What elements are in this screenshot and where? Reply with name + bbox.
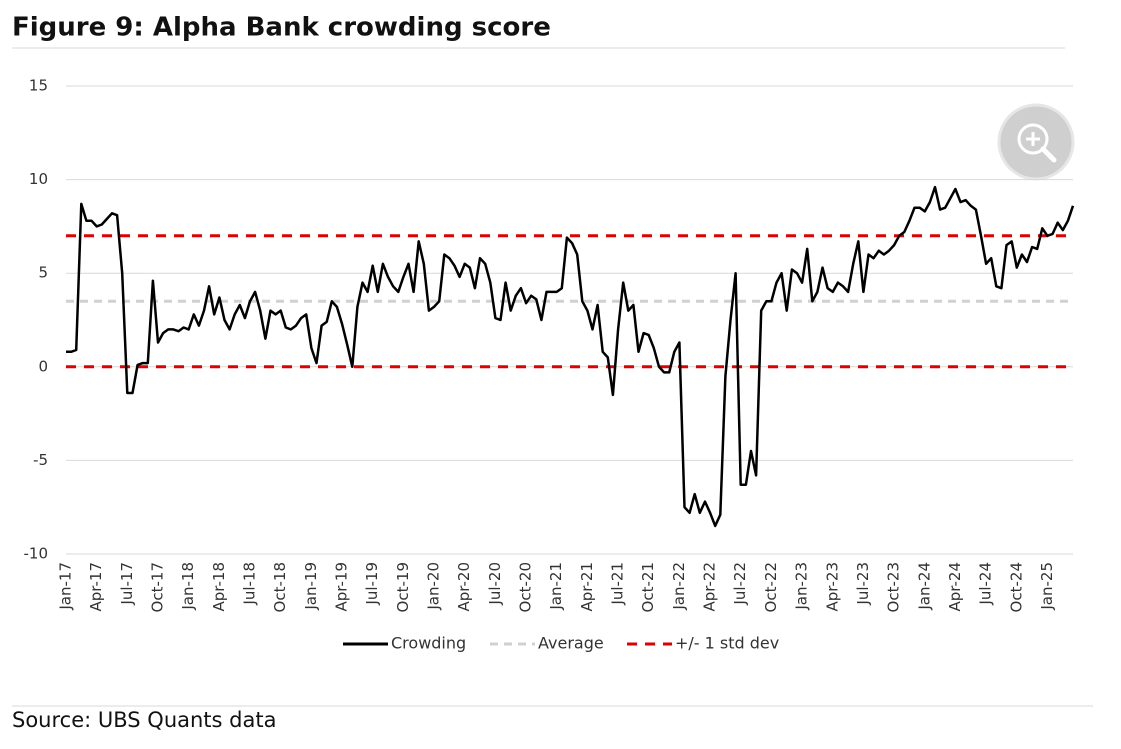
- x-tick-label: Oct-24: [1007, 562, 1025, 612]
- x-tick-label: Oct-23: [885, 562, 903, 612]
- x-tick-label: Apr-19: [333, 562, 351, 612]
- x-tick-label: Jan-20: [425, 562, 443, 611]
- x-tick-label: Jan-17: [57, 562, 75, 611]
- x-tick-label: Jan-19: [302, 562, 320, 611]
- zoom-handle: [1040, 146, 1057, 163]
- y-tick-label: 10: [29, 170, 48, 188]
- x-tick-label: Oct-17: [149, 562, 167, 612]
- x-tick-label: Jan-25: [1038, 562, 1056, 611]
- zoom-button[interactable]: [997, 103, 1075, 181]
- x-tick-label: Jan-22: [670, 562, 688, 611]
- x-tick-label: Jul-21: [609, 562, 627, 606]
- chart-title: Figure 9: Alpha Bank crowding score: [12, 13, 551, 43]
- x-tick-label: Apr-22: [701, 562, 719, 612]
- x-tick-label: Apr-23: [823, 562, 841, 612]
- x-tick-label: Oct-22: [762, 562, 780, 612]
- x-tick-label: Jul-18: [241, 562, 259, 606]
- legend-label: Crowding: [391, 634, 466, 653]
- x-tick-label: Apr-18: [210, 562, 228, 612]
- x-tick-label: Apr-21: [578, 562, 596, 612]
- y-tick-label: 5: [38, 264, 48, 282]
- x-tick-label: Oct-21: [639, 562, 657, 612]
- zoom-lens: [1017, 123, 1049, 155]
- x-tick-label: Jul-19: [363, 562, 381, 606]
- x-tick-label: Jan-23: [793, 562, 811, 611]
- x-tick-label: Jul-20: [486, 562, 504, 606]
- x-tick-label: Jul-24: [977, 562, 995, 606]
- y-tick-label: -5: [33, 451, 48, 469]
- legend-label: Average: [538, 634, 604, 653]
- x-tick-label: Oct-19: [394, 562, 412, 612]
- data-line: [66, 185, 1075, 528]
- x-tick-label: Jan-18: [179, 562, 197, 611]
- y-tick-label: 15: [29, 77, 48, 95]
- x-tick-label: Oct-20: [517, 562, 535, 612]
- x-tick-label: Oct-18: [271, 562, 289, 612]
- x-tick-label: Jul-23: [854, 562, 872, 606]
- y-tick-label: -10: [24, 545, 49, 563]
- x-tick-label: Jul-17: [118, 562, 136, 606]
- x-tick-label: Jan-24: [915, 562, 933, 611]
- source: Source: UBS Quants data: [12, 708, 276, 732]
- zoom-icon[interactable]: [997, 103, 1075, 181]
- legend-label: +/- 1 std dev: [675, 634, 779, 653]
- y-tick-label: 0: [38, 357, 48, 375]
- x-tick-label: Jul-22: [731, 562, 749, 606]
- x-tick-label: Apr-24: [946, 562, 964, 612]
- x-tick-label: Apr-17: [87, 562, 105, 612]
- x-tick-label: Jan-21: [547, 562, 565, 611]
- x-tick-label: Apr-20: [455, 562, 473, 612]
